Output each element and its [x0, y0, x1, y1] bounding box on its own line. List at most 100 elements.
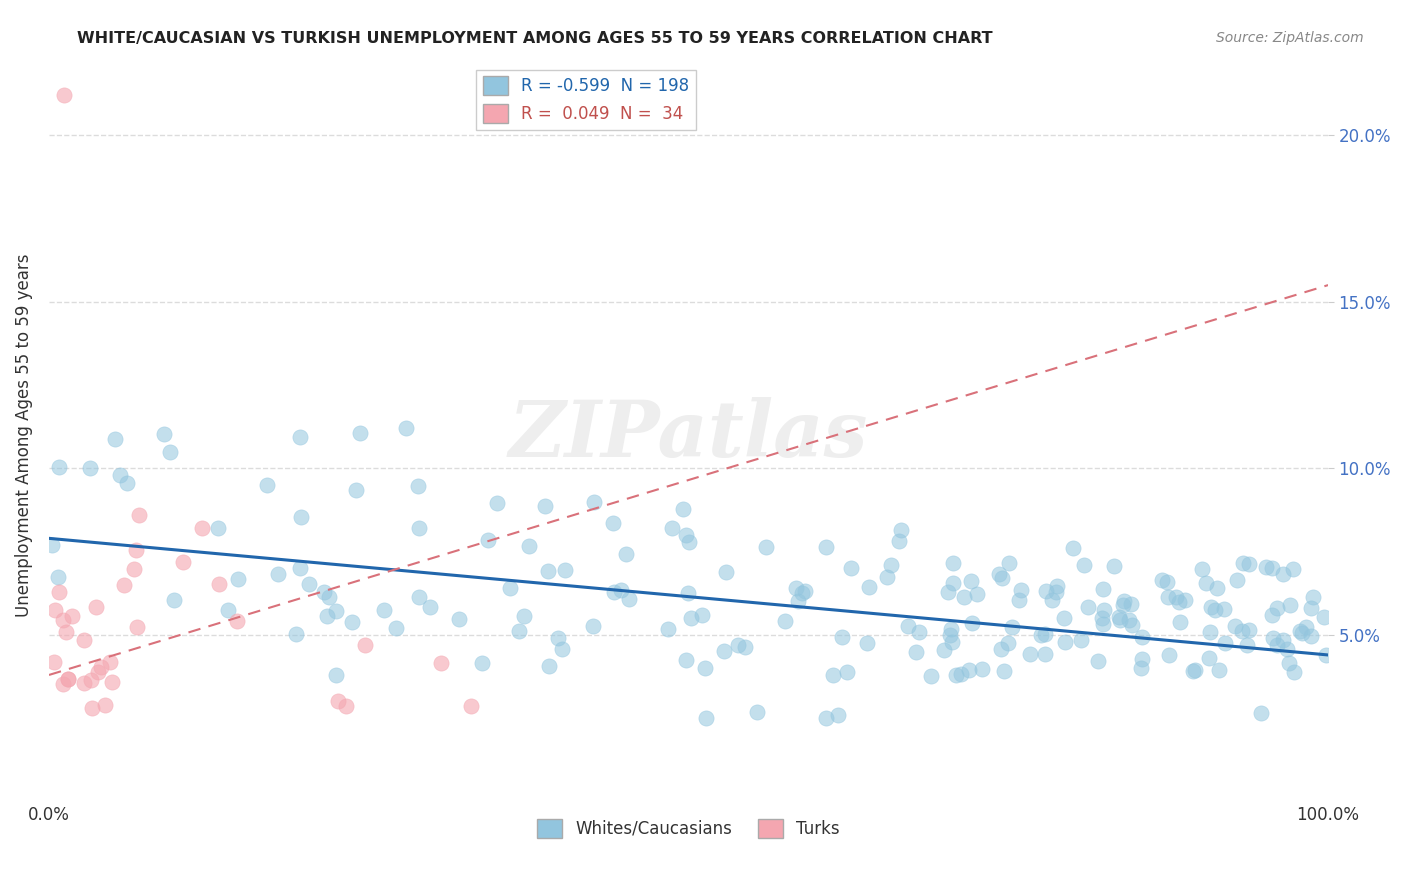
- Point: [1302, 590, 1324, 604]
- Point: [1031, 628, 1053, 642]
- Point: [1108, 610, 1130, 624]
- Point: [56, 673, 79, 687]
- Point: [471, 656, 494, 670]
- Point: [858, 580, 880, 594]
- Point: [1164, 591, 1187, 605]
- Point: [486, 496, 509, 510]
- Point: [315, 608, 337, 623]
- Point: [226, 614, 249, 628]
- Point: [582, 619, 605, 633]
- Point: [879, 558, 901, 572]
- Point: [1272, 632, 1295, 647]
- Point: [325, 668, 347, 682]
- Point: [1313, 610, 1336, 624]
- Point: [727, 638, 749, 652]
- Point: [98, 655, 121, 669]
- Point: [1152, 574, 1174, 588]
- Point: [1213, 601, 1236, 615]
- Point: [1225, 619, 1247, 633]
- Point: [714, 565, 737, 579]
- Point: [207, 521, 229, 535]
- Point: [920, 669, 942, 683]
- Point: [87, 665, 110, 680]
- Point: [266, 567, 288, 582]
- Point: [1261, 631, 1284, 645]
- Point: [1077, 599, 1099, 614]
- Point: [773, 614, 796, 628]
- Point: [191, 521, 214, 535]
- Point: [1198, 651, 1220, 665]
- Point: [537, 564, 560, 578]
- Point: [82, 701, 104, 715]
- Point: [159, 444, 181, 458]
- Point: [406, 478, 429, 492]
- Point: [815, 711, 838, 725]
- Point: [970, 662, 993, 676]
- Point: [373, 602, 395, 616]
- Text: ZIPatlas: ZIPatlas: [509, 397, 869, 474]
- Point: [53, 88, 76, 103]
- Point: [960, 616, 983, 631]
- Point: [284, 626, 307, 640]
- Point: [1019, 647, 1042, 661]
- Point: [1272, 566, 1295, 581]
- Point: [837, 665, 859, 680]
- Point: [1087, 654, 1109, 668]
- Point: [614, 547, 637, 561]
- Point: [554, 563, 576, 577]
- Point: [856, 635, 879, 649]
- Point: [675, 652, 697, 666]
- Point: [1156, 590, 1178, 604]
- Point: [941, 635, 963, 649]
- Point: [55, 624, 77, 639]
- Point: [657, 622, 679, 636]
- Point: [897, 619, 920, 633]
- Point: [318, 591, 340, 605]
- Point: [335, 699, 357, 714]
- Point: [124, 542, 146, 557]
- Point: [678, 535, 700, 549]
- Point: [713, 643, 735, 657]
- Point: [1156, 574, 1178, 589]
- Point: [1261, 560, 1284, 574]
- Point: [1130, 652, 1153, 666]
- Point: [1204, 603, 1226, 617]
- Point: [1046, 578, 1069, 592]
- Point: [226, 572, 249, 586]
- Point: [693, 661, 716, 675]
- Point: [990, 642, 1012, 657]
- Point: [84, 599, 107, 614]
- Point: [1092, 617, 1115, 632]
- Point: [1119, 597, 1142, 611]
- Point: [1291, 626, 1313, 640]
- Point: [934, 643, 956, 657]
- Point: [513, 609, 536, 624]
- Point: [354, 638, 377, 652]
- Point: [314, 584, 336, 599]
- Point: [827, 707, 849, 722]
- Point: [942, 576, 965, 591]
- Point: [1091, 611, 1114, 625]
- Point: [419, 600, 441, 615]
- Point: [1053, 635, 1076, 649]
- Point: [41, 538, 63, 552]
- Point: [1213, 636, 1236, 650]
- Point: [953, 591, 976, 605]
- Point: [298, 577, 321, 591]
- Point: [344, 483, 367, 498]
- Point: [785, 581, 807, 595]
- Point: [208, 576, 231, 591]
- Point: [1199, 624, 1222, 639]
- Point: [676, 585, 699, 599]
- Point: [790, 585, 813, 599]
- Point: [1184, 663, 1206, 677]
- Point: [821, 667, 844, 681]
- Point: [1195, 575, 1218, 590]
- Point: [997, 556, 1019, 570]
- Legend: Whites/Caucasians, Turks: Whites/Caucasians, Turks: [531, 812, 846, 845]
- Point: [690, 608, 713, 623]
- Point: [1315, 648, 1337, 663]
- Point: [342, 615, 364, 629]
- Point: [583, 495, 606, 509]
- Point: [1114, 594, 1136, 608]
